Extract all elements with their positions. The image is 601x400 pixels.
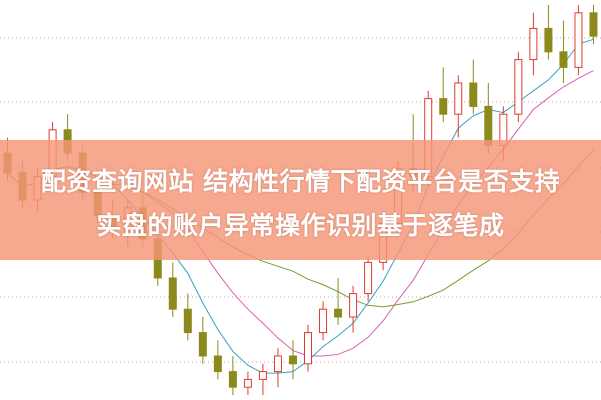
candle-body [304,332,313,365]
candle-body [213,355,222,373]
candle-body [574,12,583,68]
candle-body [243,378,252,388]
candle-body [334,308,343,318]
candle-body [364,261,373,295]
candle-body [559,51,568,68]
candle-body [198,332,207,357]
headline-line-1: 配资查询网站 结构性行情下配资平台是否支持 [40,167,561,196]
candle-body [589,12,598,37]
candle-body [544,27,553,53]
candle-body [319,308,328,334]
candle-body [454,82,463,115]
candle-body [469,82,478,107]
candle-body [258,371,267,380]
candle-body [529,27,538,61]
candle-body [514,59,523,115]
candle-body [349,293,358,318]
headline[interactable]: 配资查询网站 结构性行情下配资平台是否支持 实盘的账户异常操作识别基于逐笔成 [0,160,601,248]
candle-body [168,277,177,310]
candle-body [228,371,237,388]
headline-line-2: 实盘的账户异常操作识别基于逐笔成 [96,211,505,240]
candle-body [439,98,448,115]
candle-body [273,355,282,373]
headline-banner [0,140,601,260]
candle-body [183,308,192,334]
candle-body [288,355,297,365]
